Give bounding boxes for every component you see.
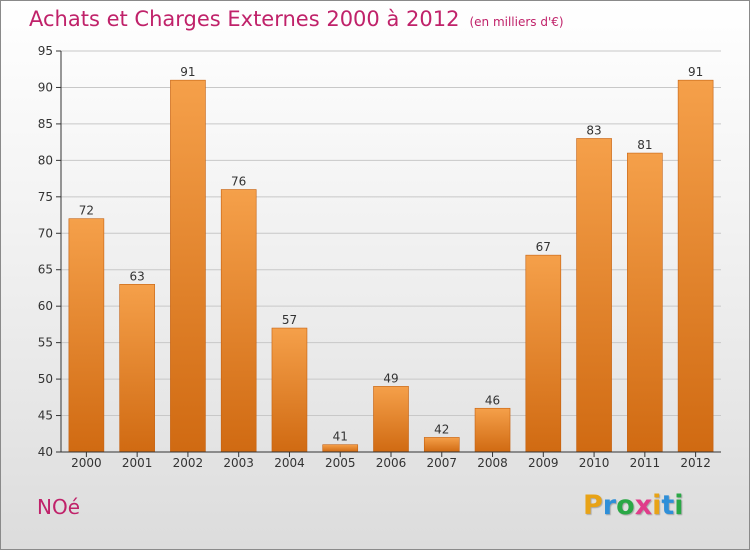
bar-value-label: 81 [637, 138, 652, 152]
bar [322, 444, 359, 453]
chart-title: Achats et Charges Externes 2000 à 2012 [29, 7, 460, 31]
bar [627, 152, 663, 453]
proxiti-logo[interactable]: Proxiti [583, 490, 684, 521]
bars: 72 63 91 76 57 41 49 42 46 67 83 81 91 [68, 65, 714, 453]
x-tick-label: 2001 [122, 456, 153, 470]
bar [68, 218, 105, 453]
bar-value-label: 49 [383, 371, 398, 385]
x-tick-label: 2002 [173, 456, 204, 470]
bar-value-label: 91 [688, 65, 703, 79]
bar [119, 284, 155, 453]
logo-letter: x [634, 490, 653, 521]
chart-title-block: Achats et Charges Externes 2000 à 2012 (e… [29, 7, 564, 31]
y-tick-label: 70 [38, 226, 53, 240]
y-tick-label: 65 [38, 263, 53, 277]
bar-value-label: 91 [180, 65, 195, 79]
x-tick-label: 2011 [630, 456, 661, 470]
y-tick-label: 55 [38, 336, 53, 350]
logo-letter: P [583, 490, 603, 521]
y-tick-label: 40 [38, 445, 53, 459]
bar [271, 327, 308, 453]
x-tick-label: 2010 [579, 456, 610, 470]
axes: 40 45 50 55 60 65 70 75 80 85 90 95 2000 2001 2002 2003… [38, 44, 721, 470]
bar-value-label: 41 [333, 430, 348, 444]
y-tick-label: 75 [38, 190, 53, 204]
bar-value-label: 67 [536, 240, 551, 254]
chart-unit: (en milliers d'€) [469, 15, 564, 29]
bar [170, 79, 206, 453]
bar [677, 79, 714, 453]
bar [220, 189, 257, 453]
x-tick-label: 2007 [426, 456, 457, 470]
y-tick-label: 50 [38, 372, 53, 386]
logo-letter: i [674, 490, 684, 521]
bar [474, 407, 511, 453]
y-tick-label: 60 [38, 299, 53, 313]
bar-value-label: 83 [586, 123, 601, 137]
x-tick-label: 2008 [477, 456, 508, 470]
bar-value-label: 42 [434, 422, 449, 436]
x-tick-label: 2012 [680, 456, 711, 470]
y-tick-label: 90 [38, 80, 53, 94]
logo-letter: t [661, 490, 675, 521]
logo-letter: r [602, 490, 617, 521]
x-tick-label: 2000 [71, 456, 102, 470]
bar-value-label: 72 [79, 204, 94, 218]
bar [423, 437, 460, 453]
bar [373, 386, 409, 453]
bar [576, 138, 612, 453]
bar [525, 254, 562, 453]
x-tick-label: 2009 [528, 456, 559, 470]
y-tick-label: 85 [38, 117, 53, 131]
x-tick-label: 2005 [325, 456, 356, 470]
bar-value-label: 46 [485, 393, 500, 407]
x-tick-label: 2004 [274, 456, 305, 470]
bar-value-label: 63 [130, 269, 145, 283]
y-tick-label: 95 [38, 44, 53, 58]
x-tick-label: 2006 [376, 456, 407, 470]
bar-value-label: 76 [231, 175, 246, 189]
y-tick-label: 45 [38, 409, 53, 423]
commune-name: NOé [37, 495, 81, 519]
x-tick-label: 2003 [223, 456, 254, 470]
bar-value-label: 57 [282, 313, 297, 327]
logo-letter: i [652, 490, 662, 521]
y-tick-label: 80 [38, 153, 53, 167]
logo-letter: o [616, 490, 635, 521]
